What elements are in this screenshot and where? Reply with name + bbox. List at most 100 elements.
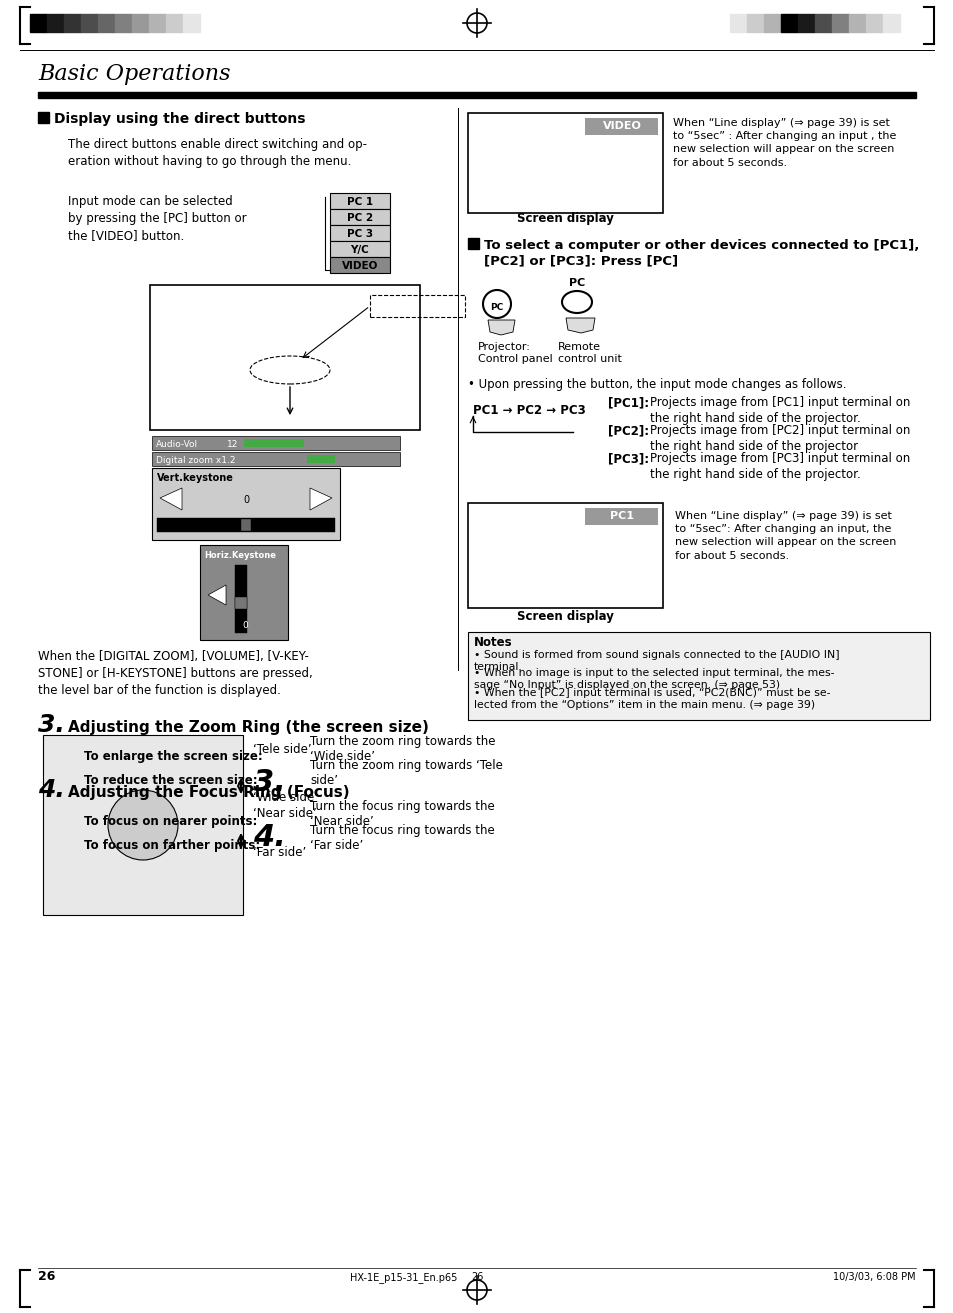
Bar <box>370 295 464 316</box>
Bar <box>234 597 247 609</box>
Text: Basic Operations: Basic Operations <box>38 63 231 85</box>
Text: Horiz.Keystone: Horiz.Keystone <box>204 551 275 561</box>
Bar <box>132 14 149 32</box>
Text: Display using the direct buttons: Display using the direct buttons <box>54 112 305 126</box>
Bar <box>30 14 47 32</box>
Text: 10/3/03, 6:08 PM: 10/3/03, 6:08 PM <box>833 1272 915 1281</box>
Text: To reduce the screen size:: To reduce the screen size: <box>84 773 257 786</box>
Bar <box>152 467 339 540</box>
Text: • When the [PC2] input terminal is used, “PC2(BNC)” must be se-
lected from the : • When the [PC2] input terminal is used,… <box>474 688 830 710</box>
Text: To focus on nearer points:: To focus on nearer points: <box>84 815 257 829</box>
Text: Projector:
Control panel: Projector: Control panel <box>477 341 552 365</box>
Text: To focus on farther points:: To focus on farther points: <box>84 839 260 852</box>
Bar <box>38 92 915 98</box>
Bar <box>183 14 200 32</box>
Bar <box>115 14 132 32</box>
Text: Screen display: Screen display <box>516 211 613 225</box>
Polygon shape <box>565 318 595 334</box>
Text: • Sound is formed from sound signals connected to the [AUDIO IN]
terminal.: • Sound is formed from sound signals con… <box>474 650 839 672</box>
Bar <box>43 735 243 915</box>
Bar <box>330 225 390 242</box>
Text: Turn the focus ring towards the
‘Near side’: Turn the focus ring towards the ‘Near si… <box>310 800 495 829</box>
Bar <box>330 257 390 273</box>
Bar <box>38 112 49 123</box>
Polygon shape <box>208 586 226 605</box>
Text: Projects image from [PC1] input terminal on
the right hand side of the projector: Projects image from [PC1] input terminal… <box>649 397 909 425</box>
Bar <box>68 839 78 850</box>
Bar <box>307 456 335 463</box>
Circle shape <box>108 790 178 860</box>
Bar <box>729 14 746 32</box>
Text: Projects image from [PC2] input terminal on
the right hand side of the projector: Projects image from [PC2] input terminal… <box>649 424 909 453</box>
Text: Screen display: Screen display <box>516 611 613 622</box>
Text: Projects image from [PC3] input terminal on
the right hand side of the projector: Projects image from [PC3] input terminal… <box>649 452 909 481</box>
Text: When “Line display” (⇒ page 39) is set
to “5sec” : After changing an input , the: When “Line display” (⇒ page 39) is set t… <box>672 118 896 168</box>
Bar <box>149 14 166 32</box>
Bar <box>152 452 399 466</box>
Bar <box>47 14 64 32</box>
Bar <box>865 14 882 32</box>
Bar <box>64 14 81 32</box>
Bar <box>68 815 78 825</box>
Text: 3.: 3. <box>38 713 65 737</box>
Text: PC: PC <box>490 303 503 312</box>
Text: 0: 0 <box>242 621 248 629</box>
Text: Adjusting the Focus Ring (Focus): Adjusting the Focus Ring (Focus) <box>68 785 349 800</box>
Text: PC 1: PC 1 <box>347 197 373 207</box>
Bar <box>234 565 247 633</box>
Text: 26: 26 <box>471 1272 482 1281</box>
Polygon shape <box>488 320 515 335</box>
Circle shape <box>482 290 511 318</box>
Text: 4.: 4. <box>38 779 65 802</box>
Text: 4.: 4. <box>253 823 286 852</box>
Text: [PC2] or [PC3]: Press [PC]: [PC2] or [PC3]: Press [PC] <box>483 253 678 267</box>
Text: Adjusting the Zoom Ring (the screen size): Adjusting the Zoom Ring (the screen size… <box>68 720 429 735</box>
Text: Digital zoom x1.2: Digital zoom x1.2 <box>156 456 235 465</box>
Text: Remote
control unit: Remote control unit <box>558 341 621 365</box>
Bar <box>584 118 658 135</box>
Text: The direct buttons enable direct switching and op-
eration without having to go : The direct buttons enable direct switchi… <box>68 138 367 168</box>
Bar <box>330 209 390 225</box>
Text: Turn the focus ring towards the
‘Far side’: Turn the focus ring towards the ‘Far sid… <box>310 825 495 852</box>
Text: Turn the zoom ring towards the
‘Wide side’: Turn the zoom ring towards the ‘Wide sid… <box>310 735 495 763</box>
Text: ‘Near side’: ‘Near side’ <box>253 807 316 821</box>
Text: To select a computer or other devices connected to [PC1],: To select a computer or other devices co… <box>483 239 919 252</box>
Bar <box>152 436 399 450</box>
Text: 12: 12 <box>227 440 238 449</box>
Text: • When no image is input to the selected input terminal, the mes-
sage “No Input: • When no image is input to the selected… <box>474 668 834 691</box>
Bar <box>468 632 929 720</box>
Bar <box>244 439 304 446</box>
Text: Notes: Notes <box>474 635 512 649</box>
Bar <box>468 503 662 608</box>
Text: 3.: 3. <box>253 768 286 797</box>
Text: PC 3: PC 3 <box>347 228 373 239</box>
Bar <box>200 545 288 639</box>
Text: • Upon pressing the button, the input mode changes as follows.: • Upon pressing the button, the input mo… <box>468 378 845 391</box>
Bar <box>848 14 865 32</box>
Text: 26: 26 <box>38 1270 55 1283</box>
Text: Y/C: Y/C <box>351 246 369 255</box>
Bar <box>781 14 797 32</box>
Ellipse shape <box>561 291 592 312</box>
Bar <box>68 773 78 784</box>
Text: VIDEO: VIDEO <box>341 261 377 270</box>
Text: 0: 0 <box>243 495 249 506</box>
Bar <box>814 14 831 32</box>
Bar <box>98 14 115 32</box>
Text: Turn the zoom ring towards ‘Tele
side’: Turn the zoom ring towards ‘Tele side’ <box>310 759 502 786</box>
Text: HX-1E_p15-31_En.p65: HX-1E_p15-31_En.p65 <box>350 1272 456 1283</box>
Text: PC 2: PC 2 <box>347 213 373 223</box>
Text: Input mode can be selected
by pressing the [PC] button or
the [VIDEO] button.: Input mode can be selected by pressing t… <box>68 196 247 242</box>
Text: [PC1]:: [PC1]: <box>607 397 648 410</box>
Bar <box>468 238 478 249</box>
Polygon shape <box>160 488 182 509</box>
Text: When “Line display” (⇒ page 39) is set
to “5sec”: After changing an input, the
n: When “Line display” (⇒ page 39) is set t… <box>675 511 896 561</box>
Text: VIDEO: VIDEO <box>602 121 640 131</box>
Text: [PC2]:: [PC2]: <box>607 424 648 437</box>
Bar <box>746 14 763 32</box>
Bar <box>584 508 658 525</box>
Text: ‘Wide side’: ‘Wide side’ <box>253 790 317 804</box>
Bar <box>831 14 848 32</box>
Bar <box>150 285 419 429</box>
Text: Audio-Vol: Audio-Vol <box>156 440 198 449</box>
